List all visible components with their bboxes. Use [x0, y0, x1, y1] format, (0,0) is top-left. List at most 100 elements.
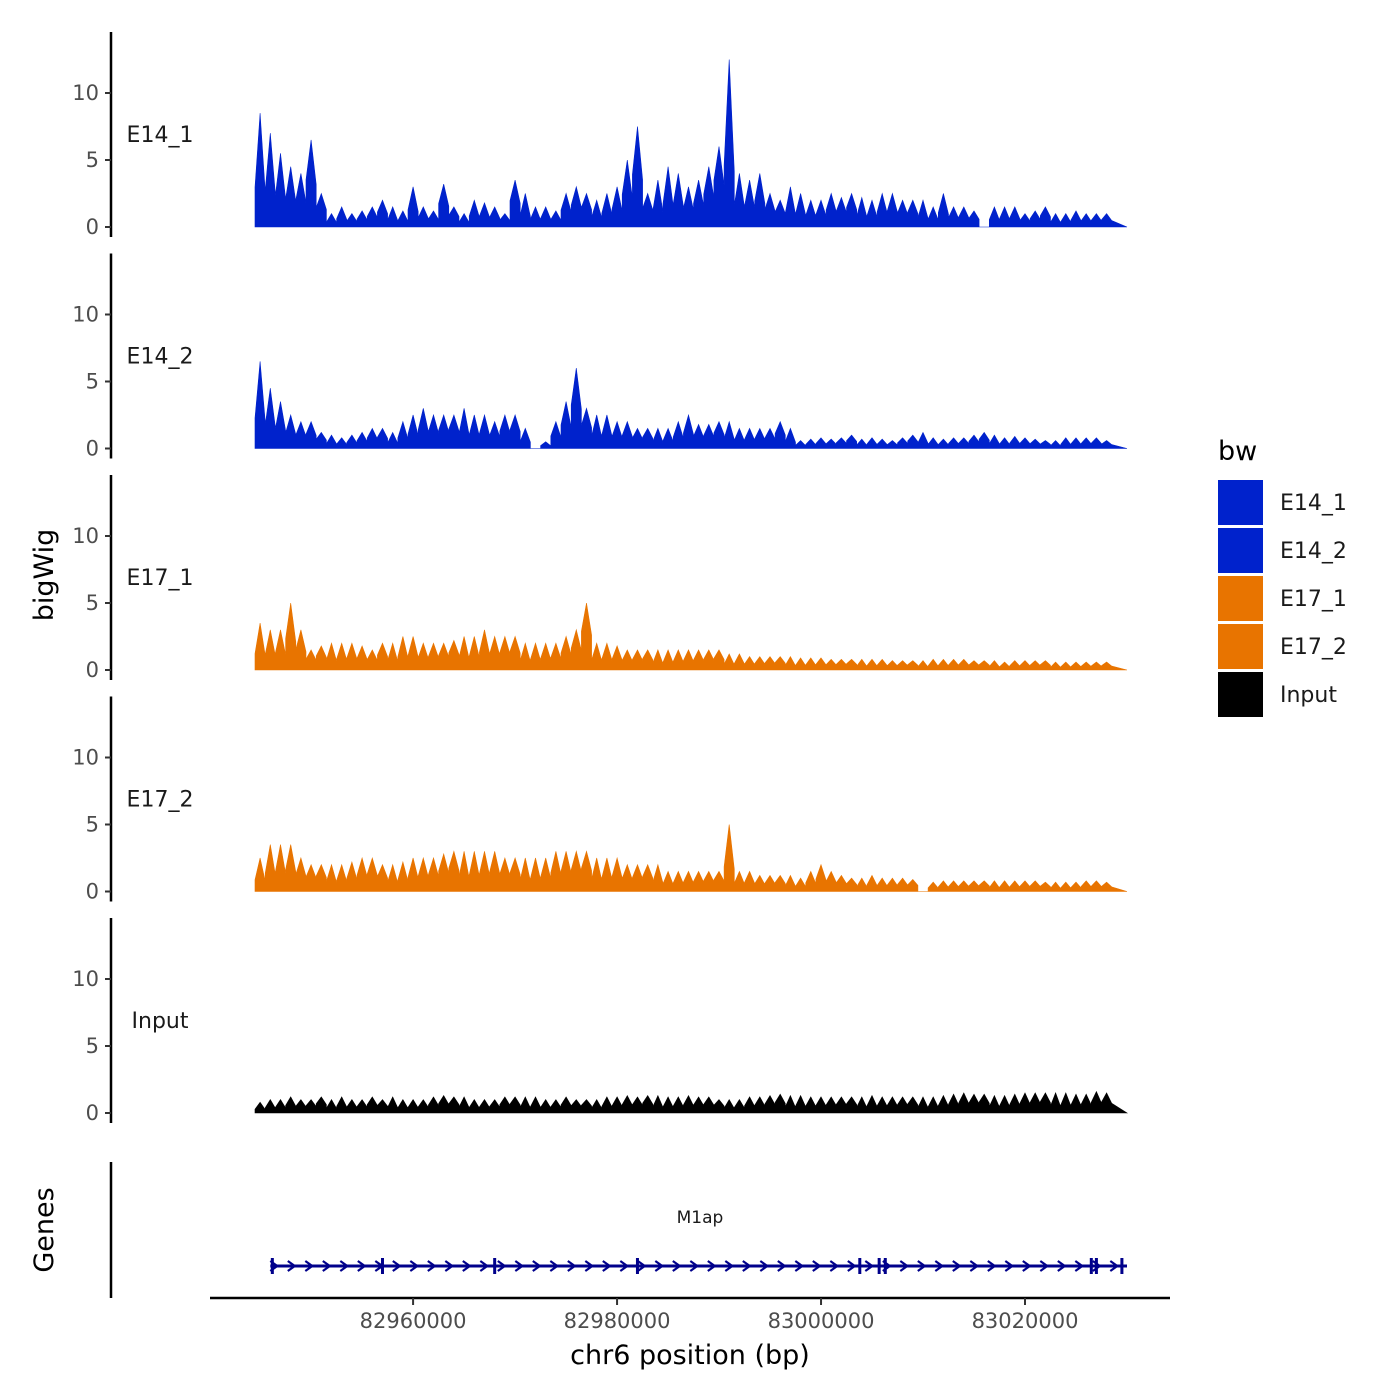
strand-arrow [1004, 1260, 1015, 1272]
strand-arrow [934, 1260, 945, 1272]
strand-arrow [759, 1260, 770, 1272]
strand-arrow [304, 1260, 315, 1272]
legend-label-e17_1: E17_1 [1280, 587, 1347, 612]
signal-area-e17_2 [254, 824, 1128, 892]
strand-arrow [777, 1260, 787, 1272]
legend-key-input [1218, 672, 1263, 717]
genes-layer: M1ap [109, 1162, 1127, 1298]
track-label-e17_1: E17_1 [127, 566, 194, 591]
strand-arrow [952, 1260, 962, 1272]
strand-arrow [829, 1260, 840, 1272]
y-tick-label-5: 5 [86, 148, 99, 172]
legend-key-e17_1 [1218, 576, 1263, 621]
strand-arrow [917, 1260, 927, 1272]
legend-label-e14_2: E14_2 [1280, 539, 1347, 564]
y-tick-label-10: 10 [72, 81, 99, 105]
strand-arrow [462, 1260, 472, 1272]
legend-key-e14_1 [1218, 480, 1263, 525]
strand-arrow [987, 1260, 997, 1272]
strand-arrow [1109, 1260, 1120, 1272]
strand-arrow [637, 1260, 647, 1272]
strand-arrow [742, 1260, 752, 1272]
signal-area-e14_1 [254, 59, 1128, 228]
y-tick-label-10: 10 [72, 967, 99, 991]
exon-2 [493, 1258, 497, 1274]
strand-arrow [532, 1260, 542, 1272]
strand-arrow [549, 1260, 560, 1272]
exon-8 [1094, 1258, 1098, 1274]
strand-arrow [1074, 1260, 1085, 1272]
legend-key-e17_2 [1218, 624, 1263, 669]
strand-arrow [707, 1260, 717, 1272]
legend-key-e14_2 [1218, 528, 1263, 573]
y-tick-label-5: 5 [86, 591, 99, 615]
track-panel-e14_2: 0 5 10 E14_2 [72, 253, 1128, 461]
strand-arrow [497, 1260, 507, 1272]
strand-arrow [392, 1260, 402, 1272]
y-tick-label-5: 5 [86, 370, 99, 394]
strand-arrow [287, 1260, 297, 1272]
legend: bw E14_1 E14_2 E17_1 E17_2 Input [1218, 436, 1347, 717]
strand-arrow [444, 1260, 455, 1272]
track-label-e14_1: E14_1 [127, 123, 194, 148]
y-tick-label-10: 10 [72, 746, 99, 770]
y-tick-label-0: 0 [86, 658, 99, 682]
signal-area-e17_1 [254, 602, 1128, 671]
exon-9 [1120, 1258, 1124, 1274]
x-axis: 82960000 82980000 83000000 83020000 [210, 1296, 1170, 1333]
exon-4 [858, 1258, 862, 1274]
legend-label-input: Input [1280, 683, 1337, 708]
strand-arrow [847, 1260, 857, 1272]
exon-0 [270, 1258, 274, 1274]
track-label-input: Input [132, 1009, 189, 1034]
exon-7 [1089, 1258, 1093, 1274]
track-label-e17_2: E17_2 [127, 788, 194, 813]
y-tick-label-10: 10 [72, 524, 99, 548]
strand-arrow [672, 1260, 682, 1272]
legend-label-e17_2: E17_2 [1280, 635, 1347, 660]
y-tick-label-0: 0 [86, 437, 99, 461]
x-tick-label-82980000: 82980000 [564, 1309, 671, 1333]
gene-model-m1ap [269, 1258, 1127, 1274]
gene-label-m1ap: M1ap [677, 1208, 724, 1228]
x-tick-label-82960000: 82960000 [360, 1309, 467, 1333]
signal-area-e14_2 [254, 361, 1128, 449]
exon-1 [380, 1258, 384, 1274]
legend-label-e14_1: E14_1 [1280, 491, 1347, 516]
strand-arrow [794, 1260, 805, 1272]
strand-arrow [409, 1260, 420, 1272]
y-tick-label-5: 5 [86, 813, 99, 837]
strand-arrow [357, 1260, 367, 1272]
track-panel-e17_1: 0 5 10 E17_1 [72, 475, 1128, 682]
exon-3 [635, 1258, 639, 1274]
genes-axis-title: Genes [29, 1187, 60, 1272]
strand-arrow [339, 1260, 350, 1272]
legend-title: bw [1218, 436, 1257, 467]
y-tick-label-0: 0 [86, 1101, 99, 1125]
y-tick-label-10: 10 [72, 303, 99, 327]
strand-arrow [899, 1260, 910, 1272]
exon-5 [877, 1258, 881, 1274]
x-tick-label-83000000: 83000000 [768, 1309, 875, 1333]
y-tick-label-0: 0 [86, 215, 99, 239]
track-label-e14_2: E14_2 [127, 345, 194, 370]
exon-6 [883, 1258, 887, 1274]
strand-arrow [514, 1260, 525, 1272]
strand-arrow [567, 1260, 577, 1272]
y-tick-label-5: 5 [86, 1034, 99, 1058]
strand-arrow [584, 1260, 595, 1272]
strand-arrow [864, 1260, 875, 1272]
strand-arrow [479, 1260, 490, 1272]
signal-area-input [254, 1090, 1129, 1114]
strand-arrow [1057, 1260, 1067, 1272]
x-tick-label-83020000: 83020000 [972, 1309, 1079, 1333]
track-panel-input: 0 5 10 Input [72, 918, 1129, 1125]
y-axis-title: bigWig [29, 529, 60, 622]
strand-arrow [619, 1260, 630, 1272]
strand-arrow [602, 1260, 612, 1272]
x-axis-title: chr6 position (bp) [570, 1340, 810, 1371]
strand-arrow [322, 1260, 332, 1272]
strand-arrow [654, 1260, 665, 1272]
strand-arrow [427, 1260, 437, 1272]
